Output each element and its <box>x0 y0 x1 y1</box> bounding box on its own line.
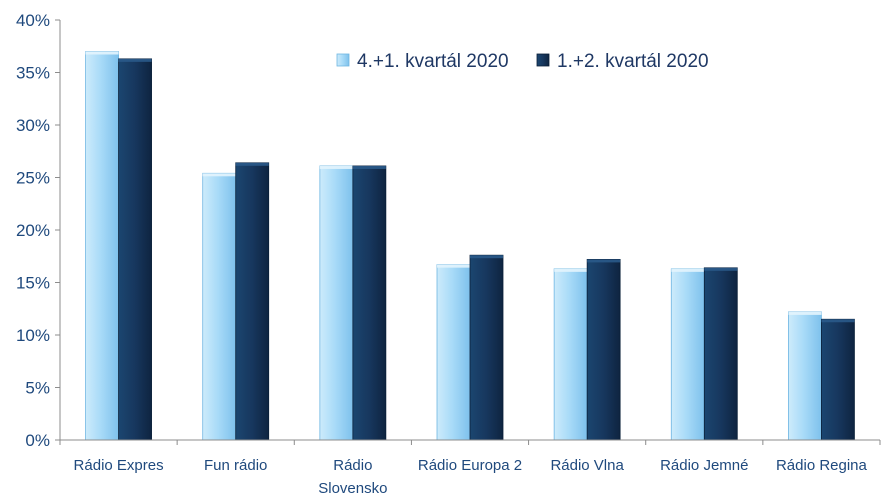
legend-swatch <box>536 53 550 67</box>
legend-label: 4.+1. kvartál 2020 <box>357 51 509 72</box>
bar-top-highlight <box>671 268 705 272</box>
x-axis-labels: Rádio Expres Fun rádio Rádio Slovensko Rádio… <box>74 457 868 497</box>
bar-top-highlight <box>554 268 588 272</box>
y-axis-ticks: 0% 5% 10% 15% 20% 25% 30% 35% 40% <box>16 11 60 450</box>
bar-q4-q1 <box>436 264 471 441</box>
bar-top-highlight <box>352 165 386 169</box>
bar-q4-q1 <box>85 51 119 441</box>
y-tick-label: 10% <box>16 326 50 345</box>
bar-q4-q1 <box>788 311 822 441</box>
bar-top-highlight <box>704 267 738 271</box>
bar-top-highlight <box>821 319 855 323</box>
bar-q1-q2 <box>469 254 504 441</box>
bar-top-highlight <box>235 162 269 166</box>
bar-q1-q2 <box>821 318 855 441</box>
legend-swatch <box>336 53 350 67</box>
bar-q1-q2 <box>703 267 738 441</box>
bar-top-highlight <box>788 311 822 315</box>
bar-top-highlight <box>118 58 152 62</box>
bar-q4-q1 <box>553 268 588 441</box>
x-tick-label: Fun rádio <box>204 457 267 474</box>
bar-top-highlight <box>202 173 236 177</box>
y-tick-label: 30% <box>16 116 50 135</box>
x-tick-label: Rádio Slovensko <box>318 457 387 497</box>
x-tick-label: Rádio Europa 2 <box>418 457 522 474</box>
x-tick-label: Rádio Regina <box>776 457 868 474</box>
bars <box>85 51 855 441</box>
legend-label: 1.+2. kvartál 2020 <box>557 51 709 72</box>
bar-top-highlight <box>319 165 353 169</box>
bar-q4-q1 <box>670 268 705 441</box>
bar-top-highlight <box>85 51 119 55</box>
y-tick-label: 0% <box>25 431 50 450</box>
bar-top-highlight <box>437 264 470 268</box>
axes <box>59 20 881 445</box>
y-tick-label: 35% <box>16 64 50 83</box>
bar-q1-q2 <box>586 258 621 441</box>
bar-q1-q2 <box>235 162 270 441</box>
bar-q4-q1 <box>202 172 237 441</box>
y-tick-label: 5% <box>25 379 50 398</box>
bar-q4-q1 <box>319 165 354 441</box>
y-tick-label: 40% <box>16 11 50 30</box>
bar-q1-q2 <box>118 58 152 441</box>
y-tick-label: 25% <box>16 169 50 188</box>
y-tick-label: 20% <box>16 221 50 240</box>
bar-top-highlight <box>470 255 503 259</box>
x-tick-label: Rádio Jemné <box>660 457 748 474</box>
x-tick-label: Rádio Vlna <box>550 457 624 474</box>
legend: 4.+1. kvartál 2020 1.+2. kvartál 2020 <box>336 51 709 72</box>
bar-top-highlight <box>587 259 621 263</box>
bar-q1-q2 <box>352 165 387 441</box>
y-tick-label: 15% <box>16 274 50 293</box>
x-tick-label: Rádio Expres <box>74 457 164 474</box>
